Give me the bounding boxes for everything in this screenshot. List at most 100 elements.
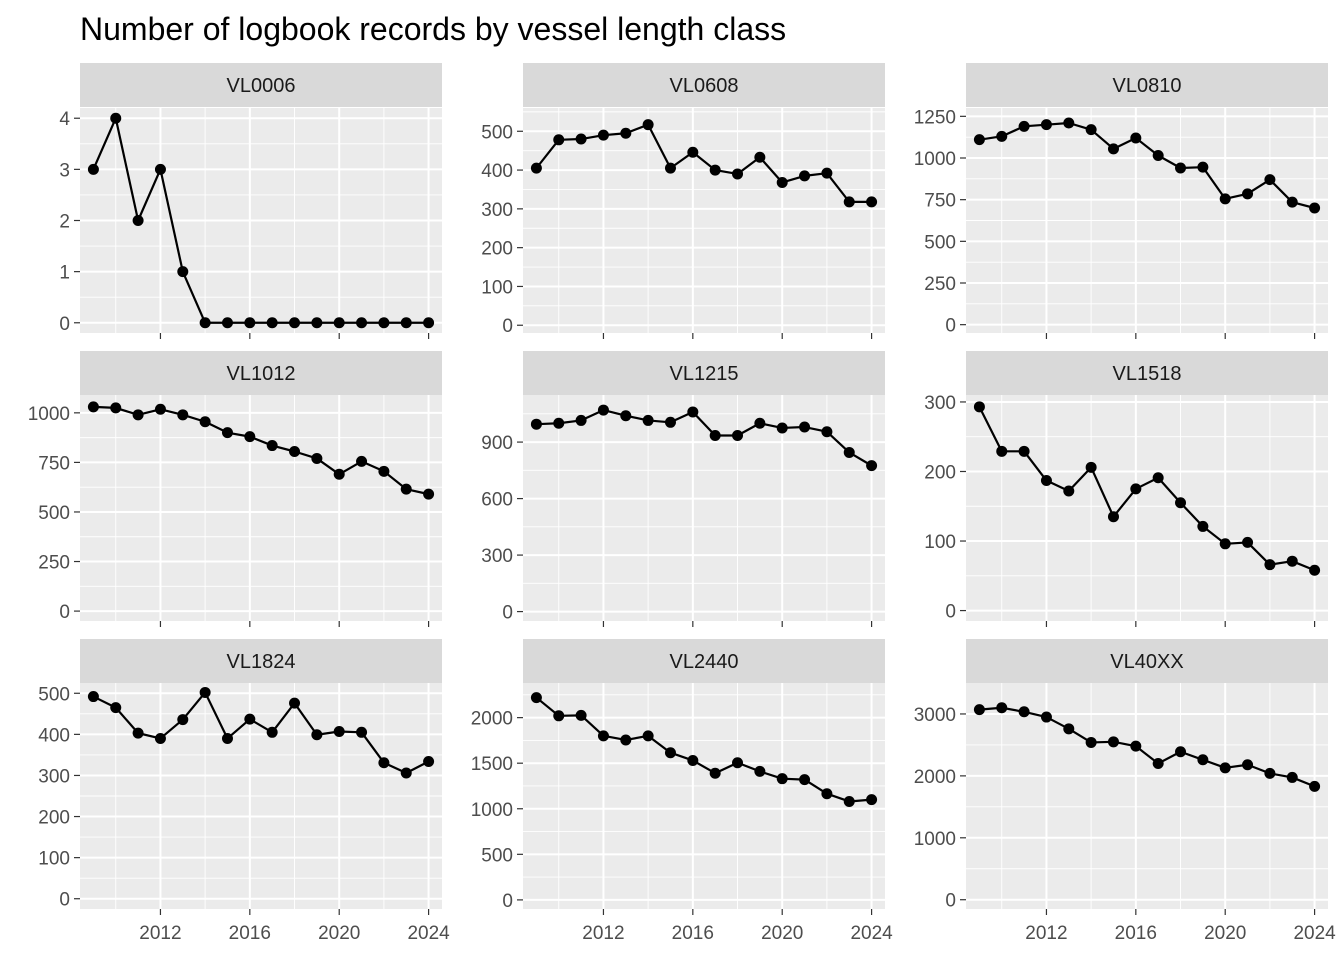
facet-panel: VL0608 0 100 200 300 400 500: [481, 63, 885, 339]
series-line: [536, 408, 873, 467]
data-point: [799, 774, 811, 786]
data-point: [87, 401, 99, 413]
data-point: [110, 112, 122, 124]
data-point: [1286, 555, 1298, 567]
facet-strip-label: VL0006: [227, 75, 296, 97]
data-point: [799, 170, 811, 182]
facet-strip: [523, 639, 885, 683]
data-point: [378, 317, 390, 329]
data-point: [776, 422, 788, 434]
data-point: [423, 317, 435, 329]
data-point: [664, 747, 676, 759]
y-tick-label: 400: [481, 161, 513, 182]
data-point: [709, 164, 721, 176]
data-point: [378, 465, 390, 477]
data-point: [311, 452, 323, 464]
data-point: [289, 697, 301, 709]
y-tick-label: 1000: [914, 149, 956, 170]
x-tick-label: 2012: [582, 923, 624, 944]
facet-panel: VL1215 0 300 600 900: [481, 351, 885, 627]
y-tick-label: 500: [38, 684, 70, 705]
y-tick-label: 500: [481, 845, 513, 866]
data-point: [821, 788, 833, 800]
data-point: [530, 162, 542, 174]
data-point: [266, 726, 278, 738]
data-point: [1175, 746, 1187, 758]
panel-background: [80, 395, 442, 621]
y-tick-label: 250: [38, 553, 70, 574]
data-point: [1197, 520, 1209, 532]
data-point: [1309, 202, 1321, 214]
data-point: [732, 429, 744, 441]
series-line: [535, 696, 872, 803]
data-point: [1085, 736, 1097, 748]
data-point: [530, 692, 542, 704]
data-point: [732, 757, 744, 769]
data-point: [423, 488, 435, 500]
data-point: [289, 317, 301, 329]
y-tick-label: 600: [481, 490, 513, 511]
data-point: [400, 483, 412, 495]
x-tick-label: 2016: [672, 923, 714, 944]
data-point: [1219, 762, 1231, 774]
data-point: [1197, 754, 1209, 766]
data-point: [620, 734, 632, 746]
data-point: [620, 127, 632, 139]
data-point: [110, 702, 122, 714]
y-tick-label: 1000: [471, 800, 513, 821]
data-point: [333, 468, 345, 480]
x-tick-label: 2020: [1204, 923, 1246, 944]
data-point: [423, 755, 435, 767]
data-point: [221, 427, 233, 439]
data-point: [1130, 483, 1142, 495]
data-point: [530, 418, 542, 430]
y-tick-label: 1250: [914, 107, 956, 128]
data-point: [709, 767, 721, 779]
data-point: [154, 732, 166, 744]
y-tick-label: 250: [924, 274, 956, 295]
facet-strip: [80, 63, 442, 107]
y-tick-label: 500: [924, 232, 956, 253]
series-line: [92, 117, 429, 324]
y-tick-label: 3000: [914, 705, 956, 726]
data-point: [1152, 150, 1164, 161]
data-point: [1107, 511, 1119, 523]
facet-strip: [80, 351, 442, 395]
x-tick-label: 2020: [761, 923, 803, 944]
data-point: [177, 714, 189, 726]
data-point: [87, 163, 99, 175]
facet-panel: VL2440 0 500 1000 1500 2000 2012 2016 2020 2024: [471, 639, 893, 944]
series-line: [978, 406, 1316, 572]
data-point: [973, 134, 985, 146]
data-point: [1309, 780, 1321, 792]
data-point: [356, 726, 368, 738]
data-point: [866, 196, 878, 208]
data-point: [177, 266, 189, 278]
data-point: [154, 163, 166, 175]
y-tick-label: 200: [38, 808, 70, 829]
data-point: [244, 431, 256, 443]
data-point: [597, 129, 609, 141]
data-point: [1130, 132, 1142, 144]
data-point: [244, 713, 256, 725]
data-point: [1130, 740, 1142, 752]
data-point: [244, 317, 256, 329]
data-point: [620, 410, 632, 422]
data-point: [1152, 472, 1164, 484]
series-line: [92, 691, 430, 775]
y-tick-label: 0: [59, 602, 70, 623]
data-point: [709, 429, 721, 441]
data-point: [597, 404, 609, 416]
data-point: [266, 317, 278, 329]
facet-panel: VL0810 0 250 500 750 1000 1250: [914, 63, 1328, 339]
data-point: [754, 765, 766, 777]
data-point: [1219, 538, 1231, 550]
series-line: [979, 706, 1316, 788]
data-point: [843, 795, 855, 807]
y-tick-label: 0: [502, 316, 513, 337]
data-point: [866, 794, 878, 806]
data-point: [799, 421, 811, 433]
data-point: [1063, 117, 1075, 129]
data-point: [1309, 564, 1321, 576]
data-point: [199, 686, 211, 698]
